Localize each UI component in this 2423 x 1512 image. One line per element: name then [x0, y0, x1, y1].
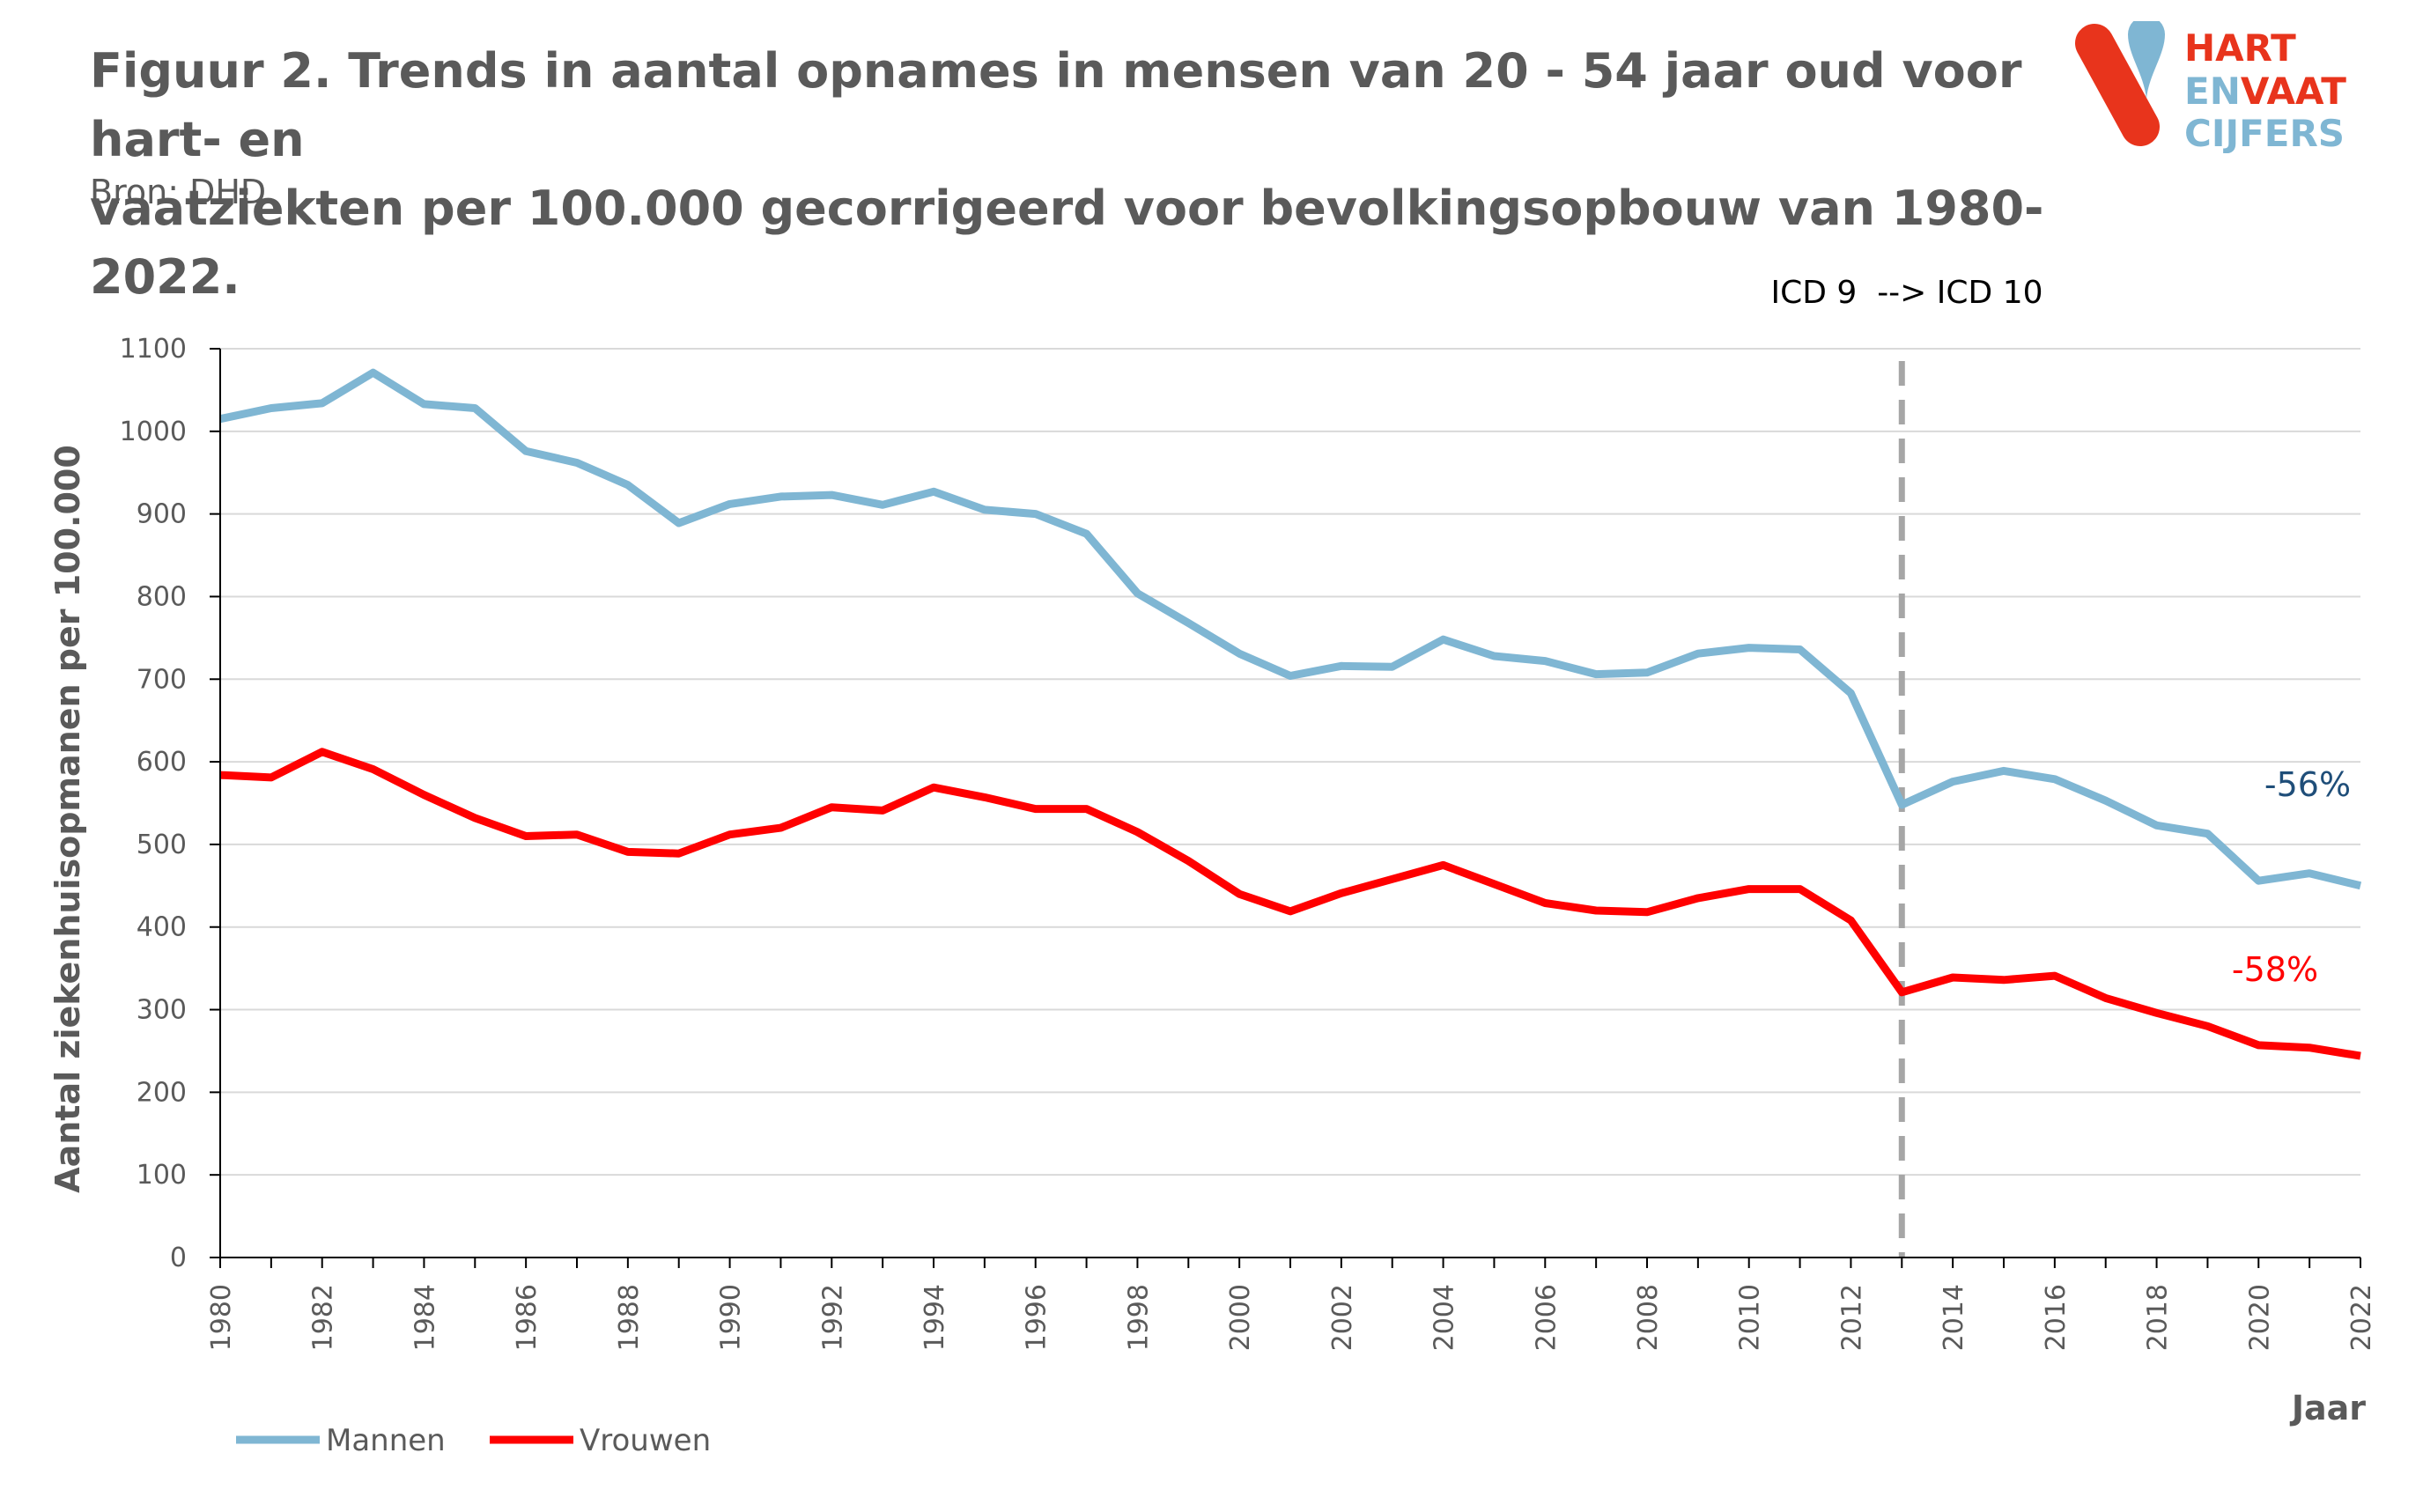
x-tick-label: 2010	[1735, 1284, 1766, 1351]
svg-text:ENVAAT: ENVAAT	[2184, 70, 2346, 113]
y-tick-label: 100	[137, 1160, 187, 1191]
y-tick-label: 1100	[120, 334, 187, 365]
x-tick-label: 1988	[614, 1284, 645, 1351]
x-tick-label: 2016	[2041, 1284, 2072, 1351]
legend-label-mannen: Mannen	[326, 1423, 446, 1458]
y-tick-label: 900	[137, 499, 187, 530]
x-tick-label: 1990	[716, 1284, 747, 1351]
gridlines	[220, 348, 2360, 1176]
x-tick-label: 1982	[308, 1284, 339, 1351]
y-tick-label: 600	[137, 747, 187, 778]
legend-label-vrouwen: Vrouwen	[580, 1423, 711, 1458]
y-axis-title: Aantal ziekenhuisopmanen per 100.000	[48, 445, 87, 1193]
icd-transition-label: ICD 9 --> ICD 10	[1770, 275, 2043, 311]
y-axis-ticks: 0 100 200 300 400 500 600 700 800 900 1000 1100	[120, 334, 220, 1273]
x-tick-label: 2020	[2244, 1284, 2275, 1351]
x-tick-label: 2022	[2346, 1284, 2377, 1351]
x-tick-label: 2012	[1836, 1284, 1867, 1351]
legend: Mannen Vrouwen	[236, 1423, 711, 1458]
x-tick-label: 1998	[1123, 1284, 1154, 1351]
y-tick-label: 1000	[120, 417, 187, 447]
logo-text-vaat: VAAT	[2241, 70, 2346, 113]
series-line-vrouwen	[219, 748, 2361, 1060]
y-tick-label: 500	[137, 830, 187, 860]
x-tick-label: 1980	[206, 1284, 237, 1351]
x-tick-label: 1986	[512, 1284, 543, 1351]
x-axis-ticks: 1980 1982 1984 1986 1988 1990 1992 1994 1996 1998…	[206, 1258, 2377, 1351]
y-tick-label: 700	[137, 664, 187, 695]
logo-text-cijfers: CIJFERS	[2184, 112, 2345, 153]
y-tick-label: 400	[137, 912, 187, 943]
x-tick-label: 2002	[1327, 1284, 1358, 1351]
series-line-mannen	[219, 368, 2362, 890]
x-tick-label: 2006	[1531, 1284, 1562, 1351]
x-tick-label: 1996	[1022, 1284, 1053, 1351]
y-tick-label: 200	[137, 1077, 187, 1108]
x-tick-label: 2004	[1429, 1284, 1460, 1351]
x-axis-title: Jaar	[2289, 1389, 2366, 1427]
x-tick-label: 2000	[1225, 1284, 1256, 1351]
hart-en-vaat-cijfers-logo: HART ENVAAT CIJFERS	[2075, 21, 2346, 153]
logo-text-en: EN	[2184, 70, 2241, 113]
y-tick-label: 300	[137, 995, 187, 1026]
x-tick-label: 2014	[1939, 1284, 1969, 1351]
chart-title: Figuur 2. Trends in aantal opnames in me…	[90, 37, 2072, 312]
y-tick-label: 0	[170, 1243, 187, 1273]
y-tick-label: 800	[137, 581, 187, 612]
x-tick-label: 2008	[1633, 1284, 1664, 1351]
x-tick-label: 1992	[817, 1284, 848, 1351]
x-tick-label: 1984	[410, 1284, 440, 1351]
chart-title-line-2: vaatziekten per 100.000 gecorrigeerd voo…	[90, 181, 2044, 305]
chart-title-line-1: Figuur 2. Trends in aantal opnames in me…	[90, 43, 2022, 167]
x-tick-label: 1994	[920, 1284, 950, 1351]
data-series	[219, 368, 2362, 1060]
logo-text-hart: HART	[2184, 26, 2296, 70]
chart-source: Bron: DHD	[90, 173, 267, 211]
mannen-change-label: -56%	[2264, 765, 2351, 804]
vrouwen-change-label: -58%	[2232, 950, 2318, 989]
x-tick-label: 2018	[2143, 1284, 2174, 1351]
